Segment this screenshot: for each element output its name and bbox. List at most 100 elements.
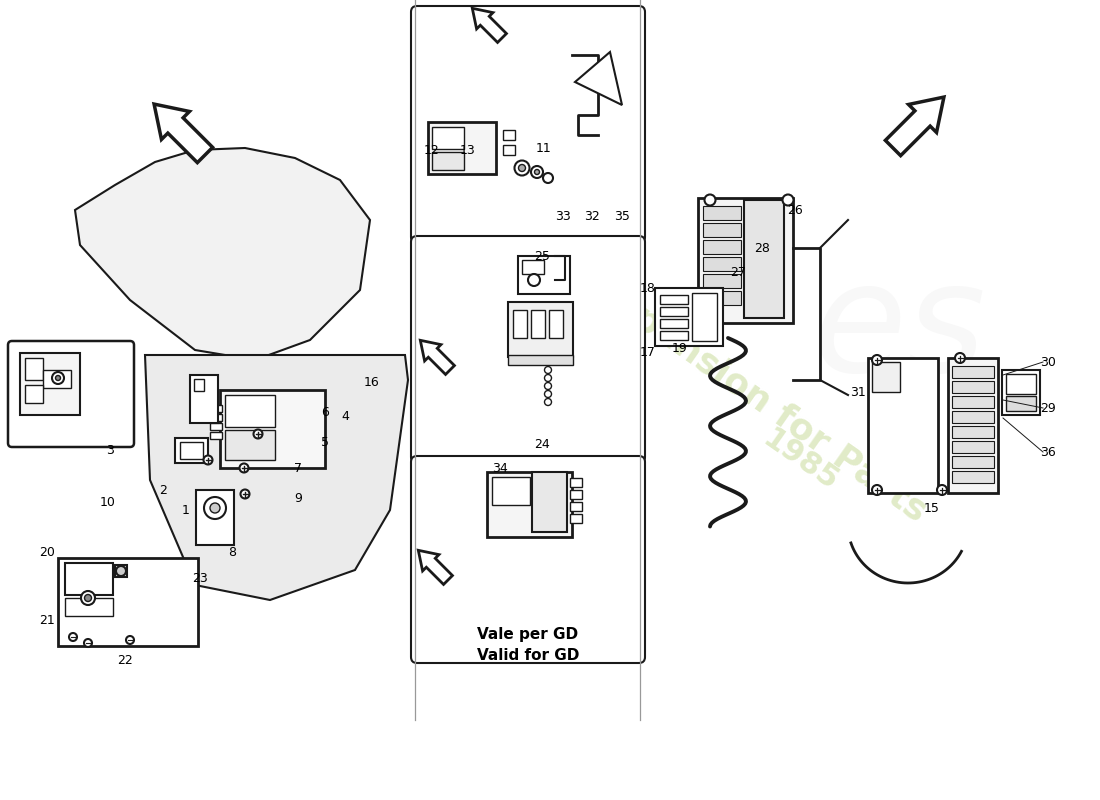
Text: Expansion for Parts: Expansion for Parts: [587, 272, 933, 528]
Circle shape: [204, 497, 226, 519]
Circle shape: [544, 390, 551, 398]
Text: 5: 5: [321, 435, 329, 449]
Bar: [952, 411, 994, 423]
Bar: [570, 490, 582, 499]
Bar: [432, 152, 464, 170]
FancyArrow shape: [154, 104, 212, 162]
Circle shape: [782, 194, 793, 206]
Text: 26: 26: [788, 203, 803, 217]
Bar: [549, 310, 563, 338]
Circle shape: [116, 566, 127, 576]
Circle shape: [544, 366, 551, 374]
Text: 1: 1: [183, 503, 190, 517]
Text: 6: 6: [321, 406, 329, 419]
Circle shape: [955, 353, 965, 363]
Bar: [872, 362, 900, 392]
Bar: [116, 565, 127, 577]
Circle shape: [85, 594, 91, 602]
Text: 29: 29: [1041, 402, 1056, 414]
FancyBboxPatch shape: [411, 456, 645, 663]
Text: 34: 34: [492, 462, 508, 474]
FancyBboxPatch shape: [8, 341, 134, 447]
Text: 35: 35: [614, 210, 630, 222]
Circle shape: [84, 639, 92, 647]
Bar: [220, 390, 324, 468]
Bar: [503, 130, 515, 140]
Circle shape: [52, 372, 64, 384]
Circle shape: [518, 165, 526, 171]
Text: 28: 28: [755, 242, 770, 254]
Bar: [180, 442, 204, 459]
Bar: [210, 414, 222, 421]
Bar: [20, 353, 80, 415]
Text: 33: 33: [556, 210, 571, 222]
Bar: [25, 385, 43, 403]
Polygon shape: [145, 355, 408, 600]
Circle shape: [535, 170, 539, 174]
Circle shape: [704, 313, 715, 323]
Text: 27: 27: [730, 266, 746, 278]
Bar: [1006, 396, 1036, 411]
Bar: [508, 302, 573, 357]
Text: 25: 25: [535, 250, 550, 263]
Bar: [703, 206, 741, 220]
Circle shape: [872, 355, 882, 365]
Bar: [65, 563, 113, 595]
Text: 9: 9: [294, 491, 301, 505]
Text: 18: 18: [640, 282, 656, 294]
Circle shape: [544, 398, 551, 406]
Bar: [196, 490, 234, 545]
Bar: [532, 472, 566, 532]
Text: 30: 30: [1041, 355, 1056, 369]
Text: 11: 11: [536, 142, 552, 154]
Bar: [194, 379, 204, 391]
Bar: [703, 257, 741, 271]
Bar: [698, 198, 793, 323]
Bar: [531, 310, 544, 338]
Bar: [703, 291, 741, 305]
Bar: [492, 477, 530, 505]
Circle shape: [528, 274, 540, 286]
Bar: [503, 145, 515, 155]
Bar: [518, 256, 570, 294]
Bar: [570, 514, 582, 523]
Bar: [432, 127, 464, 149]
Bar: [660, 295, 688, 304]
Bar: [703, 223, 741, 237]
FancyArrow shape: [886, 97, 944, 156]
Circle shape: [204, 455, 212, 465]
Bar: [744, 200, 784, 318]
Bar: [703, 240, 741, 254]
Text: es: es: [813, 255, 987, 405]
Text: 16: 16: [364, 375, 380, 389]
Circle shape: [544, 382, 551, 390]
Bar: [210, 423, 222, 430]
Circle shape: [872, 485, 882, 495]
Bar: [226, 430, 275, 460]
Circle shape: [69, 633, 77, 641]
Text: 21: 21: [40, 614, 55, 626]
Text: 8: 8: [228, 546, 236, 558]
Bar: [522, 260, 544, 274]
Bar: [487, 472, 572, 537]
Bar: [952, 396, 994, 408]
Text: 7: 7: [294, 462, 302, 474]
Text: 36: 36: [1041, 446, 1056, 458]
Text: 31: 31: [850, 386, 866, 398]
Text: 24: 24: [535, 438, 550, 451]
Text: 4: 4: [341, 410, 349, 422]
Bar: [25, 358, 43, 380]
Bar: [952, 426, 994, 438]
Bar: [868, 358, 938, 493]
Bar: [58, 558, 198, 646]
Circle shape: [515, 161, 529, 175]
Bar: [952, 366, 994, 378]
FancyArrow shape: [418, 550, 452, 585]
Circle shape: [543, 173, 553, 183]
Polygon shape: [575, 52, 622, 105]
Bar: [65, 598, 113, 616]
Text: 1985: 1985: [757, 424, 844, 496]
Text: Valid for GD: Valid for GD: [476, 647, 580, 662]
Text: Vale per GD: Vale per GD: [477, 627, 579, 642]
Bar: [952, 381, 994, 393]
